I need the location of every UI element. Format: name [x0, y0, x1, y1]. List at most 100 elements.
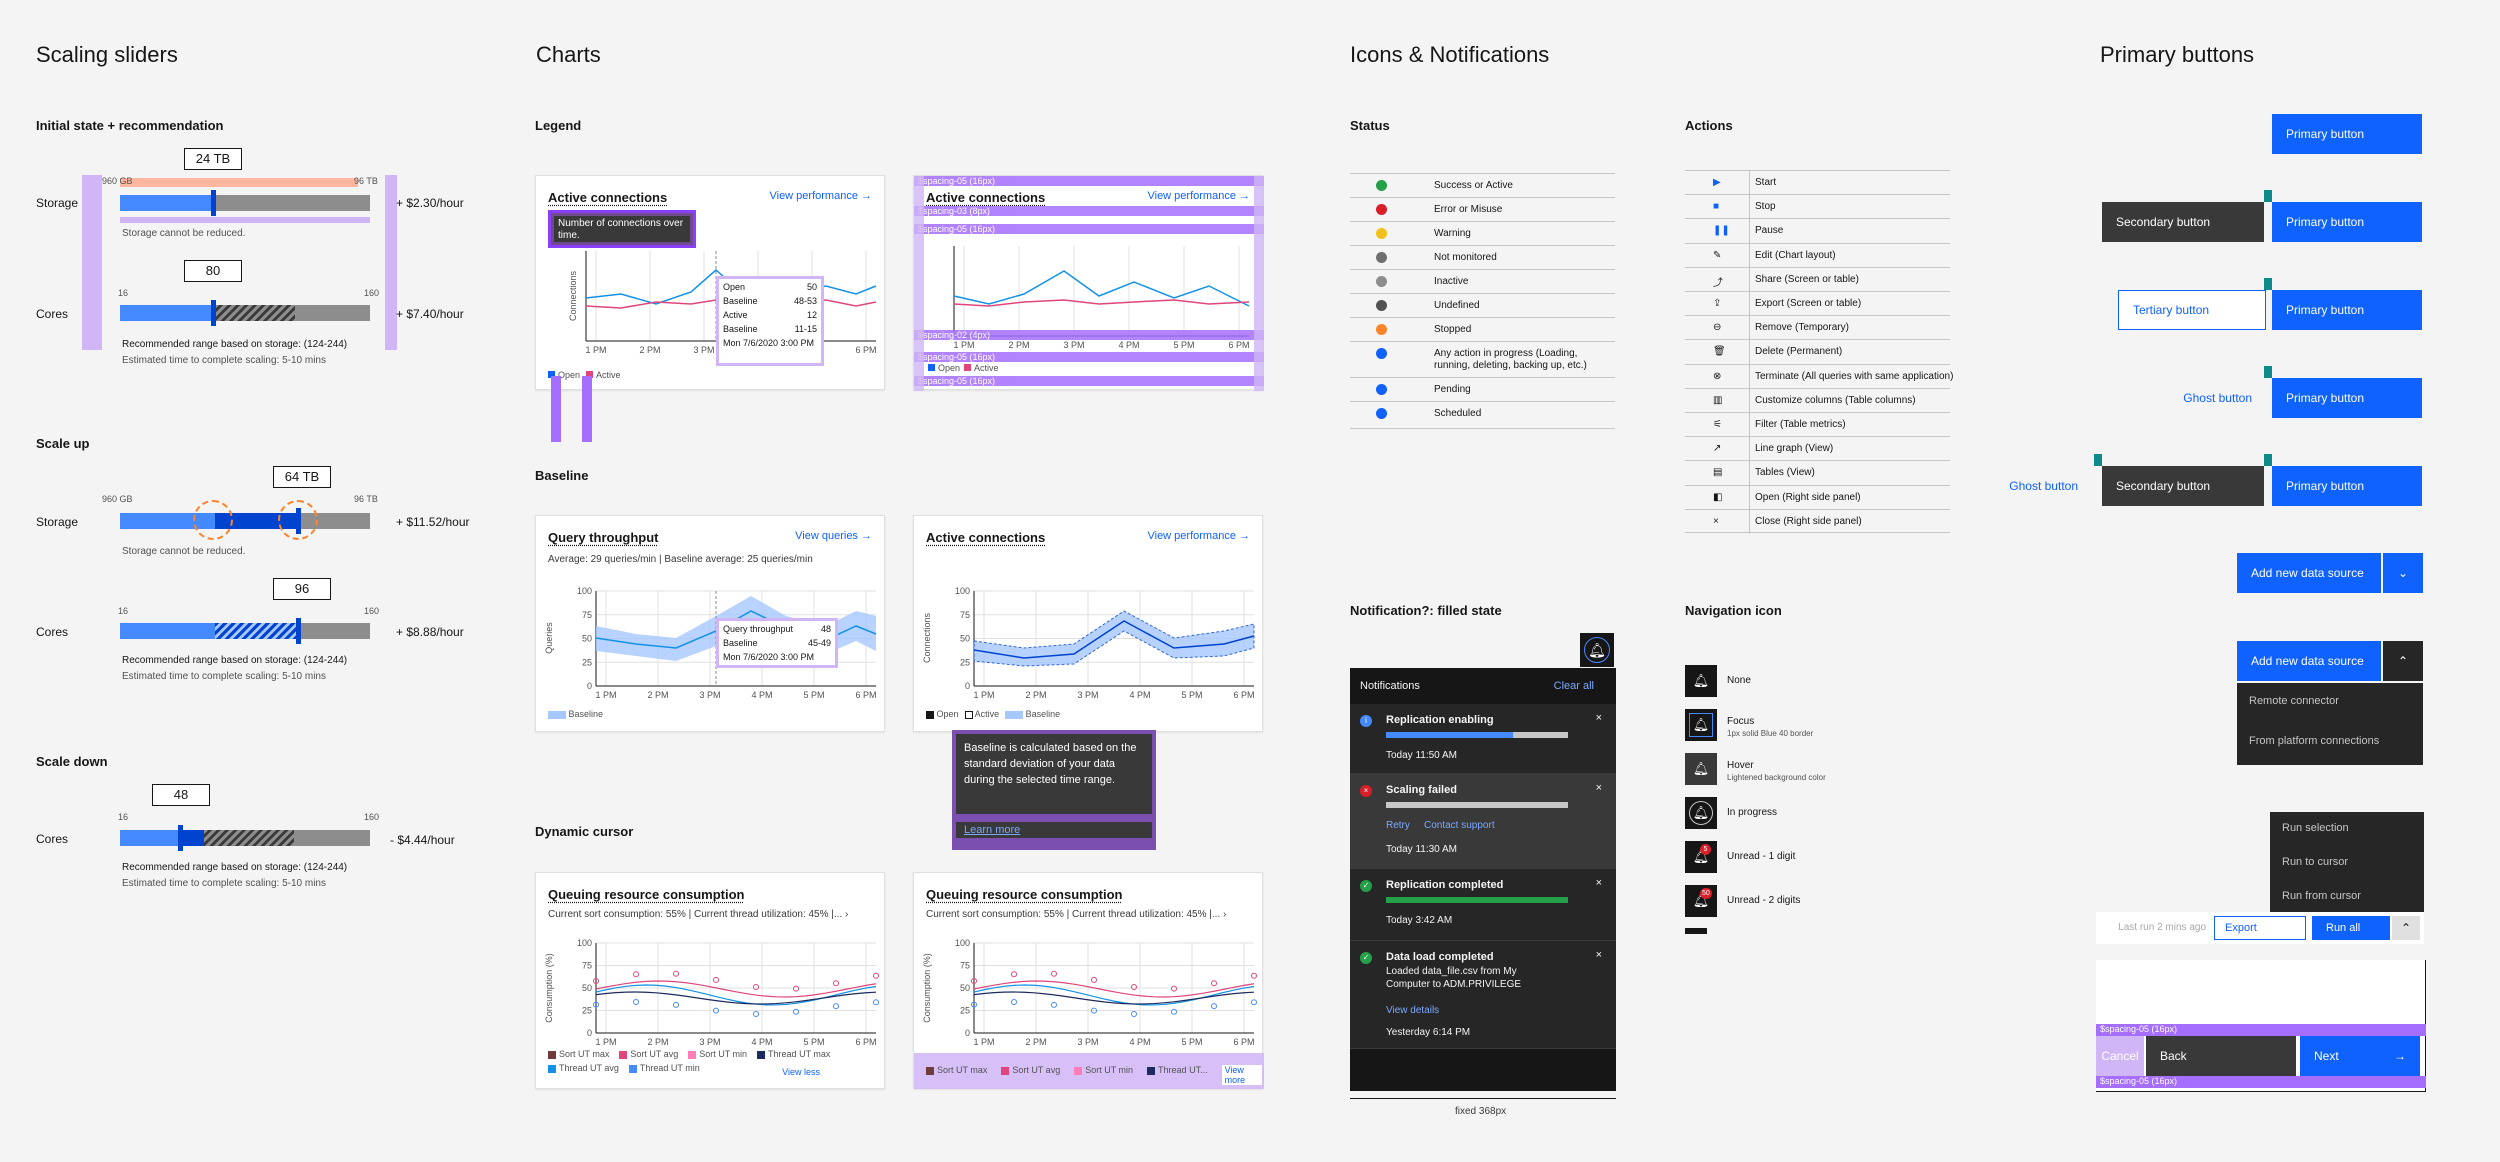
legend-item[interactable]: Thread UT min: [628, 1063, 700, 1073]
chevron-down-icon[interactable]: ⌄: [2383, 553, 2423, 593]
close-icon[interactable]: ×: [1595, 877, 1602, 889]
legend-baseline[interactable]: Baseline: [1005, 709, 1060, 719]
chevron-right-icon[interactable]: ›: [1223, 909, 1227, 920]
view-more-link[interactable]: View more: [1221, 1065, 1262, 1085]
divider: [1749, 340, 1750, 365]
legend-heading: Legend: [535, 118, 582, 133]
close-icon[interactable]: ×: [1595, 949, 1602, 961]
notification-item[interactable]: i Replication enabling × Today 11:50 AM: [1350, 704, 1616, 774]
storage-slider-handle[interactable]: [296, 508, 301, 534]
last-run-text: Last run 2 mins ago: [2118, 922, 2206, 933]
action-row: ▥ Customize columns (Table columns): [1685, 387, 1950, 413]
legend-item[interactable]: Thread UT avg: [548, 1063, 619, 1073]
series-line: [595, 984, 877, 1006]
menu-item-run-from-cursor[interactable]: Run from cursor: [2282, 890, 2361, 902]
secondary-button[interactable]: Secondary button: [2102, 202, 2264, 242]
learn-more-link[interactable]: Learn more: [956, 822, 1152, 838]
cores-value-input[interactable]: 96: [273, 578, 331, 600]
primary-button[interactable]: Primary button: [2272, 114, 2422, 154]
next-button[interactable]: Next →: [2300, 1036, 2420, 1076]
y-tick-label: 0: [587, 681, 592, 691]
add-data-source-button[interactable]: Add new data source: [2237, 553, 2381, 593]
back-button[interactable]: Back: [2146, 1036, 2296, 1076]
notification-item[interactable]: × Scaling failed × Retry Contact support…: [1350, 774, 1616, 869]
slider-group-title: Initial state + recommendation: [36, 118, 224, 133]
cores-value-input[interactable]: 48: [152, 784, 210, 806]
ghost-button[interactable]: Ghost button: [2183, 391, 2252, 405]
storage-value-input[interactable]: 24 TB: [184, 148, 242, 170]
notification-nav-button[interactable]: 🔔︎: [1580, 633, 1614, 667]
legend-item[interactable]: Sort UT max: [548, 1049, 609, 1059]
view-details-link[interactable]: View details: [1386, 1005, 1440, 1016]
hover-qt-value: 48: [820, 624, 831, 634]
nav-icon-button[interactable]: 🔔︎: [1685, 665, 1717, 697]
cores-value-input[interactable]: 80: [184, 260, 242, 282]
retry-link[interactable]: Retry: [1386, 820, 1410, 831]
storage-value-input[interactable]: 64 TB: [273, 466, 331, 488]
legend-baseline[interactable]: Baseline: [548, 709, 603, 719]
view-performance-link[interactable]: View performance →: [1147, 530, 1250, 542]
status-label: Success or Active: [1434, 180, 1513, 191]
legend-item[interactable]: Sort UT max: [926, 1065, 987, 1081]
ghost-button[interactable]: Ghost button: [2009, 479, 2078, 493]
view-queries-link[interactable]: View queries →: [795, 530, 872, 542]
chevron-right-icon[interactable]: ›: [845, 909, 849, 920]
add-data-source-button[interactable]: Add new data source: [2237, 641, 2381, 681]
nav-icon-button[interactable]: 🔔︎: [1685, 753, 1717, 785]
export-button[interactable]: Export: [2214, 916, 2306, 940]
primary-button[interactable]: Primary button: [2272, 466, 2422, 506]
secondary-button[interactable]: Secondary button: [2102, 466, 2264, 506]
view-performance-link[interactable]: View performance →: [1147, 190, 1250, 202]
storage-slider-handle[interactable]: [211, 190, 216, 216]
primary-button[interactable]: Primary button: [2272, 202, 2422, 242]
cores-slider-handle[interactable]: [178, 825, 183, 851]
contact-support-link[interactable]: Contact support: [1424, 820, 1495, 831]
primary-button[interactable]: Primary button: [2272, 378, 2422, 418]
spacing-label: $spacing-05 (16px): [2096, 1024, 2426, 1036]
data-point: [1051, 1001, 1057, 1008]
legend-item[interactable]: Thread UT...: [1147, 1065, 1208, 1081]
primary-button[interactable]: Primary button: [2272, 290, 2422, 330]
cancel-button[interactable]: Cancel: [2096, 1036, 2144, 1076]
legend-item[interactable]: Sort UT min: [1074, 1065, 1133, 1081]
menu-item-platform[interactable]: From platform connections: [2249, 735, 2380, 747]
menu-item-run-to-cursor[interactable]: Run to cursor: [2282, 856, 2349, 868]
cores-slider-handle[interactable]: [211, 300, 216, 326]
status-row: Success or Active: [1350, 173, 1615, 197]
action-row: ❚❚ Pause: [1685, 218, 1950, 244]
menu-item-run-selection[interactable]: Run selection: [2282, 822, 2349, 834]
chevron-up-icon[interactable]: ⌃: [2383, 641, 2423, 681]
legend-active[interactable]: Active: [964, 709, 999, 719]
spacing-overlay: [385, 175, 397, 350]
legend-item[interactable]: Thread UT max: [757, 1049, 830, 1059]
chevron-up-icon[interactable]: ⌃: [2392, 916, 2420, 940]
nav-icon-button[interactable]: 🔔︎: [1685, 797, 1717, 829]
y-tick-label: 25: [582, 1006, 592, 1016]
close-icon[interactable]: ×: [1595, 782, 1602, 794]
view-less-link[interactable]: View less: [782, 1067, 820, 1077]
view-performance-link[interactable]: View performance →: [769, 190, 872, 202]
tertiary-button[interactable]: Tertiary button: [2118, 290, 2266, 330]
data-point: [1131, 1010, 1137, 1017]
notification-item[interactable]: ✓ Data load completed × Loaded data_file…: [1350, 941, 1616, 1049]
menu-item-remote[interactable]: Remote connector: [2249, 695, 2339, 707]
cores-slider-handle[interactable]: [296, 618, 301, 644]
arrow-right-icon: →: [1239, 530, 1250, 542]
hover-tooltip: Query throughput 48 Baseline 45-49 Mon 7/6…: [716, 618, 838, 668]
status-label: Pending: [1434, 384, 1471, 395]
legend-item[interactable]: Sort UT min: [688, 1049, 747, 1059]
clear-all-button[interactable]: Clear all: [1553, 680, 1594, 692]
nav-icon-button[interactable]: 🔔︎ 50: [1685, 885, 1717, 917]
recommended-range: Recommended range based on storage: (124…: [122, 862, 348, 873]
close-icon[interactable]: ×: [1595, 712, 1602, 724]
area-chart: 1 PM 2 PM 3 PM 4 PM 5 PM 6 PM 100 75 50 25 0 Connec…: [922, 586, 1255, 700]
nav-icon-button[interactable]: 🔔︎: [1685, 709, 1717, 741]
legend-item[interactable]: Sort UT avg: [619, 1049, 678, 1059]
nav-icon-button[interactable]: 🔔︎ 5: [1685, 841, 1717, 873]
run-all-button[interactable]: Run all: [2312, 916, 2390, 940]
legend-open[interactable]: Open: [926, 709, 959, 719]
legend-item[interactable]: Sort UT avg: [1001, 1065, 1060, 1081]
x-tick-label: 4 PM: [1129, 690, 1150, 700]
width-indicator: [1350, 1098, 1616, 1099]
notification-item[interactable]: ✓ Replication completed × Today 3:42 AM: [1350, 869, 1616, 941]
